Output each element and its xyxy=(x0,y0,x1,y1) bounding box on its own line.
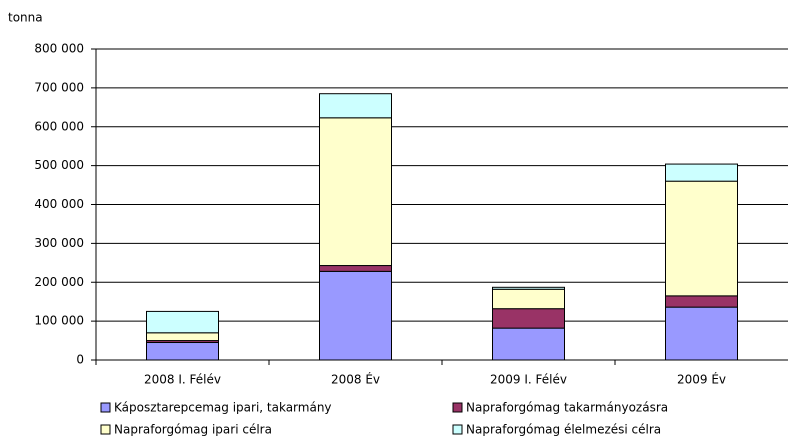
bar-segment xyxy=(146,342,219,361)
bar-segment xyxy=(665,163,738,182)
y-tick-label: 300 000 xyxy=(34,236,84,250)
y-tick-label: 100 000 xyxy=(34,314,84,328)
y-tick-label: 800 000 xyxy=(34,42,84,56)
bar-segment xyxy=(319,265,392,272)
bar-segment xyxy=(146,310,219,334)
y-tick-label: 200 000 xyxy=(34,275,84,289)
bar-segment xyxy=(146,332,219,342)
bar-segment xyxy=(665,295,738,308)
legend-swatch xyxy=(452,424,463,435)
y-tick-label: 700 000 xyxy=(34,80,84,94)
bar-segment xyxy=(492,308,565,329)
legend-label: Káposztarepcemag ipari, takarmány xyxy=(114,401,332,415)
x-tick-label: 2009 Év xyxy=(677,372,726,387)
legend-label: Napraforgómag takarmányozásra xyxy=(466,401,668,415)
bar-segment xyxy=(665,306,738,361)
bar-segment xyxy=(319,93,392,119)
legend-swatch xyxy=(100,402,111,413)
legend-swatch xyxy=(100,424,111,435)
legend-label: Napraforgómag élelmezési célra xyxy=(466,423,661,436)
y-tick-label: 0 xyxy=(76,353,84,367)
x-tick-label: 2009 I. Félév xyxy=(490,373,567,387)
y-tick-label: 500 000 xyxy=(34,158,84,172)
bar-segment xyxy=(492,327,565,361)
x-tick-label: 2008 Év xyxy=(331,372,380,387)
y-tick-label: 600 000 xyxy=(34,119,84,133)
bar-segment xyxy=(319,117,392,267)
bar-segment xyxy=(319,270,392,361)
bar-segment xyxy=(665,180,738,297)
y-axis-label: tonna xyxy=(8,11,43,25)
y-tick-label: 400 000 xyxy=(34,197,84,211)
legend-label: Napraforgómag ipari célra xyxy=(114,423,272,436)
x-tick-label: 2008 I. Félév xyxy=(144,373,221,387)
legend-swatch xyxy=(452,402,463,413)
bar-segment xyxy=(492,286,565,290)
bar-segment xyxy=(492,288,565,310)
